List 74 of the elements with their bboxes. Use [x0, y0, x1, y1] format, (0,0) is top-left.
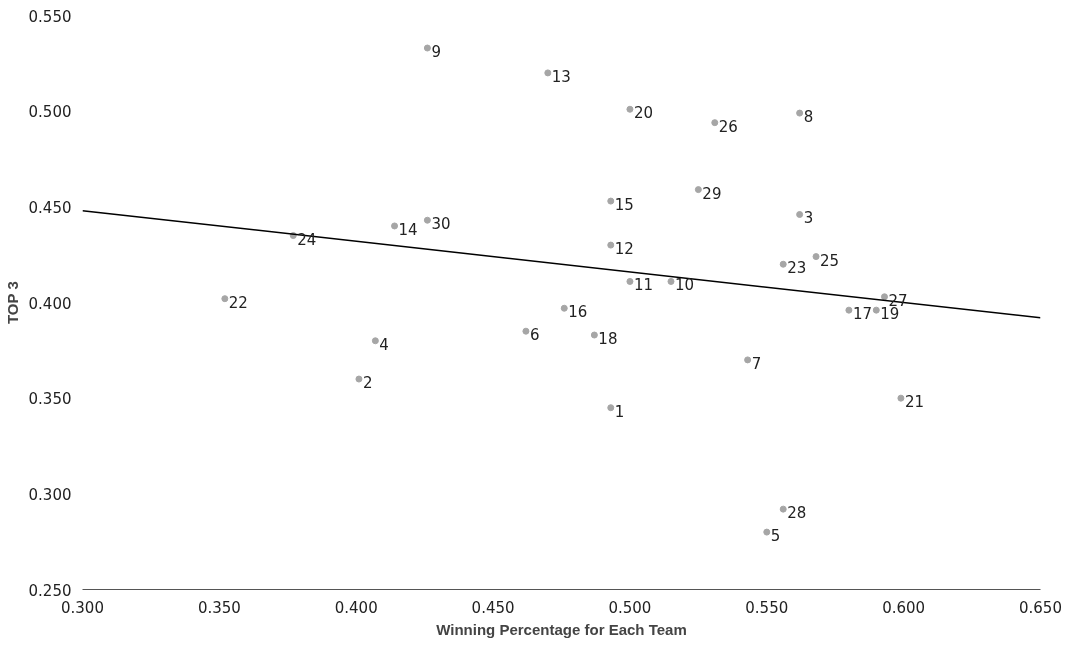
annotation: 3 [803, 209, 814, 228]
annotation: 12 [614, 240, 634, 259]
annotation: 17 [852, 305, 872, 324]
point [607, 241, 615, 249]
annotation: 14 [398, 220, 418, 239]
x-tick-label: 0.400 [334, 598, 378, 617]
y-tick-label: 0.250 [28, 581, 72, 600]
annotation: 23 [787, 259, 807, 278]
point [626, 105, 634, 113]
point [607, 404, 615, 412]
point [796, 210, 804, 218]
y-tick-label: 0.550 [28, 7, 72, 26]
point [779, 260, 787, 268]
annotation: 13 [551, 67, 571, 86]
point [221, 295, 229, 303]
y-axis-title: TOP 3 [3, 281, 21, 325]
point [626, 277, 634, 285]
point [872, 306, 880, 314]
point [796, 109, 804, 117]
point [522, 327, 530, 335]
point [590, 331, 598, 339]
annotation: 29 [702, 184, 722, 203]
annotation: 2 [362, 374, 373, 393]
point [711, 119, 719, 127]
point [391, 222, 399, 230]
annotation: 15 [614, 196, 634, 215]
annotation: 5 [770, 527, 781, 546]
x-tick-label: 0.500 [608, 598, 652, 617]
annotation: 7 [751, 354, 762, 373]
annotation: 6 [529, 326, 540, 345]
point [423, 216, 431, 224]
y-tick-label: 0.300 [28, 485, 72, 504]
y-tick-label: 0.450 [28, 198, 72, 217]
point [667, 277, 675, 285]
y-tick-label: 0.500 [28, 103, 72, 122]
annotation: 21 [904, 393, 924, 412]
x-tick-label: 0.450 [471, 598, 515, 617]
point [371, 337, 379, 345]
y-tick-label: 0.350 [28, 390, 72, 409]
annotation: 20 [633, 104, 654, 123]
annotation: 22 [228, 293, 248, 312]
annotation: 10 [674, 276, 695, 295]
point [763, 528, 771, 536]
annotation: 24 [297, 230, 317, 249]
annotation: 8 [803, 108, 814, 127]
point [880, 293, 888, 301]
annotation: 9 [431, 43, 441, 62]
point [560, 304, 568, 312]
annotation: 16 [568, 303, 588, 322]
x-axis-title: Winning Percentage for Each Team [436, 620, 687, 638]
x-tick-label: 0.650 [1019, 598, 1062, 617]
point [544, 69, 552, 77]
x-tick-label: 0.300 [61, 598, 104, 617]
x-tick-label: 0.550 [745, 598, 789, 617]
annotation: 30 [431, 215, 451, 234]
point [607, 197, 615, 205]
annotation: 11 [633, 276, 654, 295]
point [744, 356, 752, 364]
point [423, 44, 431, 52]
annotation: 4 [379, 335, 389, 354]
point [845, 306, 853, 314]
x-tick-label: 0.600 [882, 598, 926, 617]
point [897, 394, 905, 402]
y-tick-label: 0.400 [28, 294, 72, 313]
x-tick-label: 0.350 [197, 598, 241, 617]
annotation: 1 [614, 402, 625, 421]
annotation: 26 [718, 117, 738, 136]
point [694, 186, 702, 194]
annotation: 18 [598, 330, 618, 349]
point [779, 505, 787, 513]
annotation: 28 [787, 504, 807, 523]
point [812, 253, 820, 261]
annotation: 25 [820, 251, 840, 270]
point [355, 375, 363, 383]
